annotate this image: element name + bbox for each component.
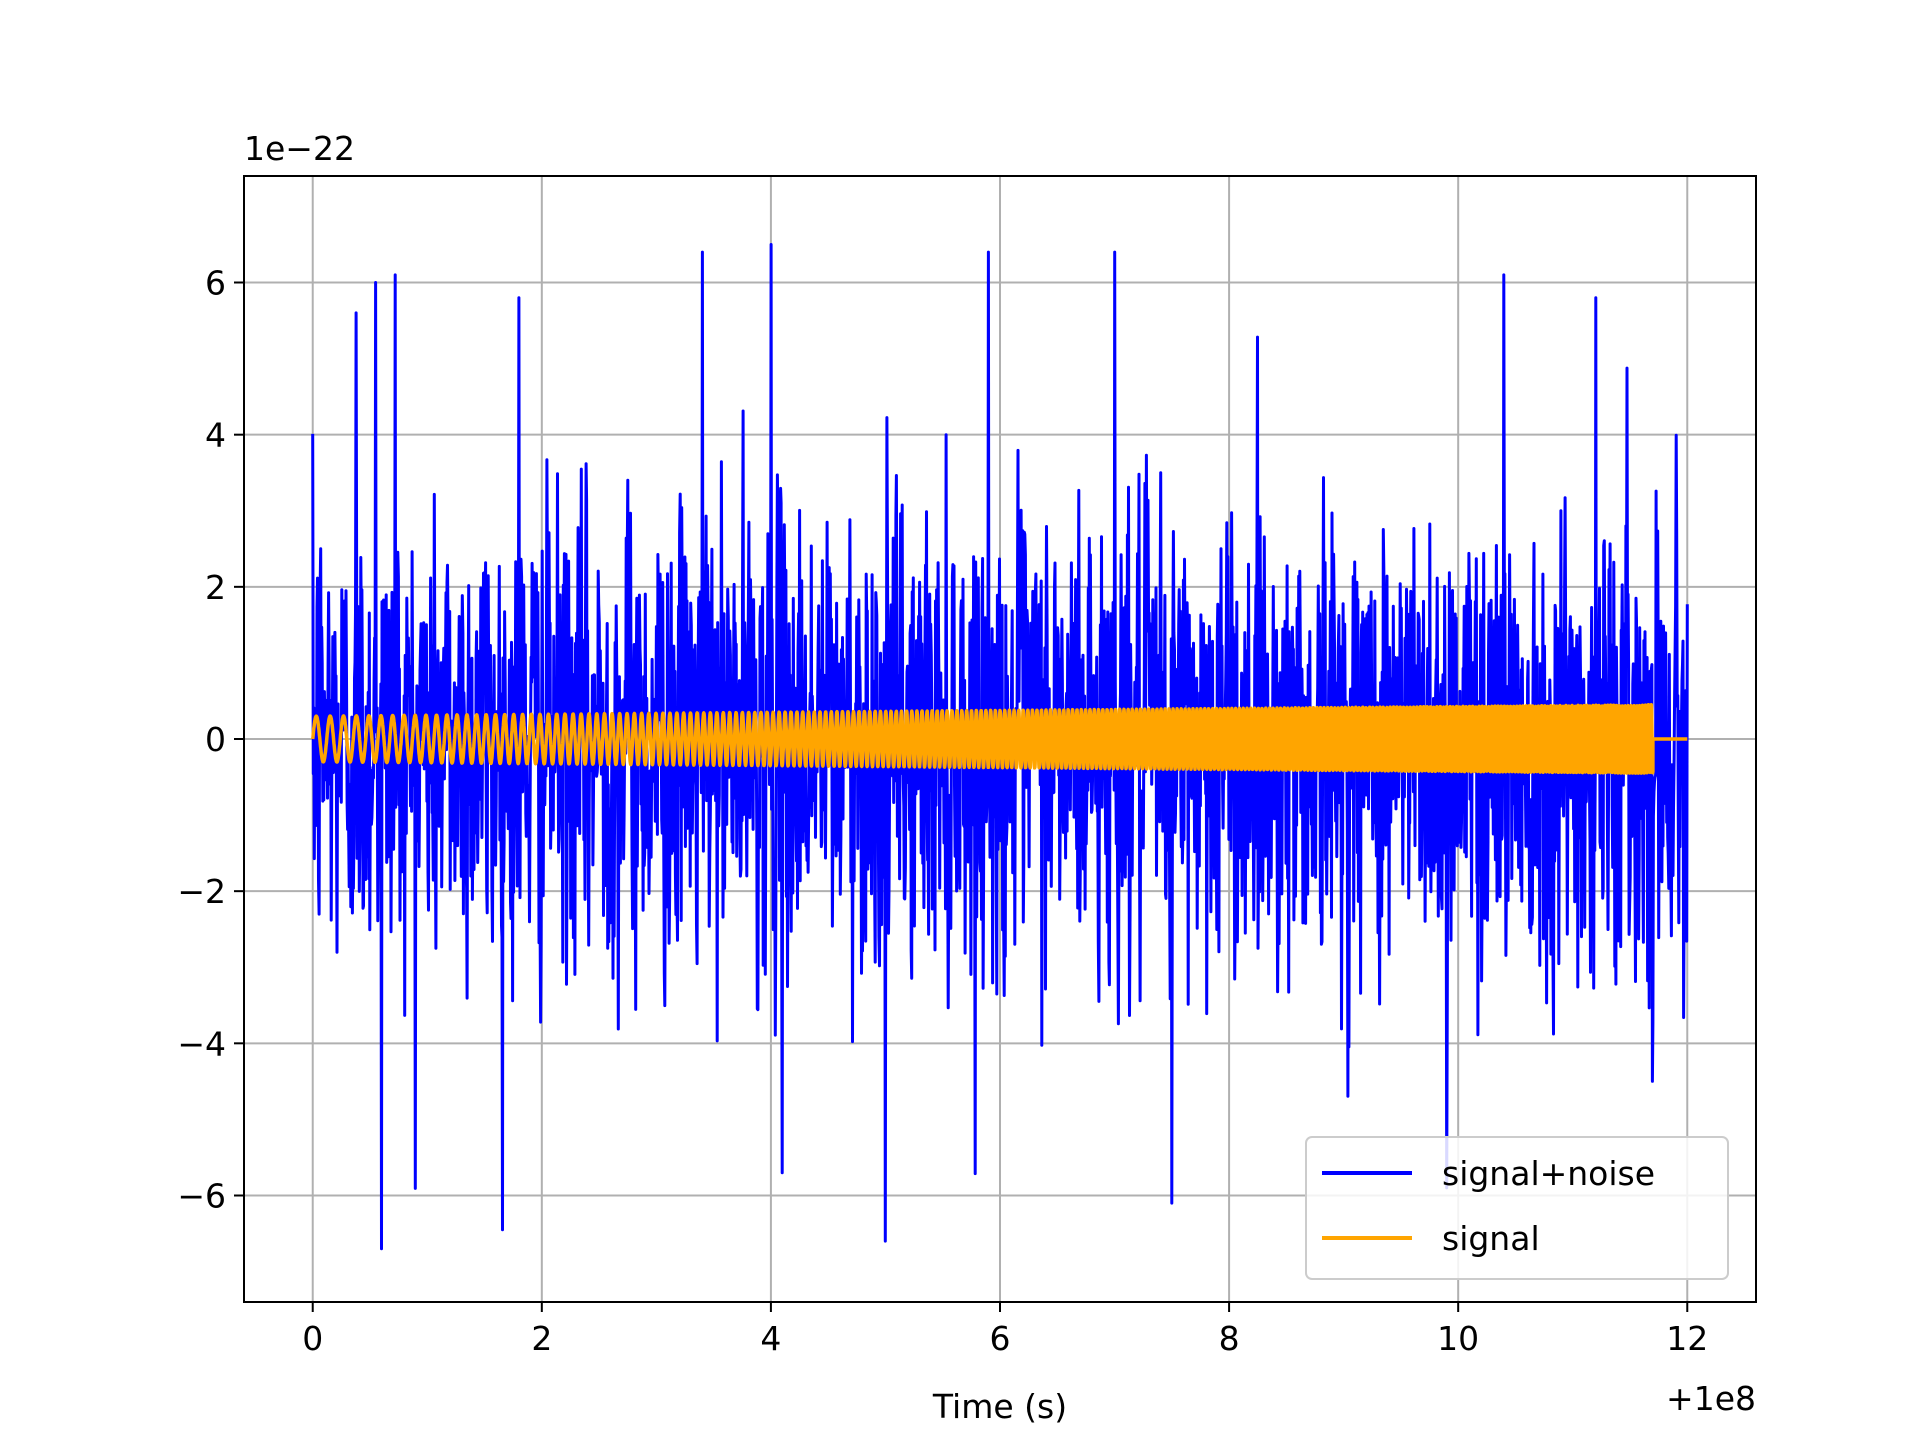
legend-label-signal-noise: signal+noise <box>1442 1154 1655 1193</box>
x-axis-offset-label: +1e8 <box>1666 1379 1756 1418</box>
y-axis-scale-label: 1e−22 <box>244 129 355 168</box>
x-axis-label: Time (s) <box>932 1387 1067 1426</box>
y-tick-label: 2 <box>205 568 226 607</box>
x-tick-label: 8 <box>1219 1319 1240 1358</box>
series-signal-noise-line <box>311 243 1689 1251</box>
legend-label-signal: signal <box>1442 1219 1540 1258</box>
x-tick-label: 12 <box>1666 1319 1708 1358</box>
x-tick-label: 0 <box>302 1319 323 1358</box>
x-tick-label: 2 <box>531 1319 552 1358</box>
series-layer <box>310 243 1689 1251</box>
x-tick-label: 4 <box>760 1319 781 1358</box>
y-axis-ticks: −6 −4 −2 0 2 4 6 <box>177 264 244 1215</box>
y-tick-label: 6 <box>205 264 226 303</box>
x-tick-label: 10 <box>1437 1319 1479 1358</box>
x-axis-ticks: 0 2 4 6 8 10 12 <box>302 1302 1708 1358</box>
y-tick-label: 0 <box>205 720 226 759</box>
y-tick-label: 4 <box>205 416 226 455</box>
y-tick-label: −2 <box>177 872 226 911</box>
y-tick-label: −4 <box>177 1024 226 1063</box>
series-signal-line <box>310 703 1688 775</box>
legend: signal+noise signal <box>1305 1136 1729 1280</box>
y-tick-label: −6 <box>177 1176 226 1215</box>
x-tick-label: 6 <box>990 1319 1011 1358</box>
